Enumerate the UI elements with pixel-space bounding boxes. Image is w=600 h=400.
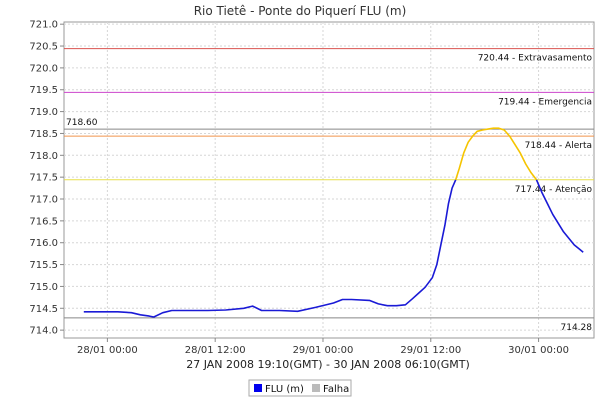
legend-swatch [312, 384, 320, 392]
series-line [83, 179, 457, 318]
legend: FLU (m) Falha [248, 379, 352, 397]
legend-label: FLU (m) [265, 384, 304, 395]
x-axis-label: 27 JAN 2008 19:10(GMT) - 30 JAN 2008 06:… [186, 358, 470, 371]
y-tick-label: 717.0 [29, 195, 58, 206]
y-tick-label: 719.0 [29, 107, 58, 118]
threshold-label: 718.60 [66, 118, 98, 128]
y-tick-label: 718.5 [29, 129, 58, 140]
threshold-label: 719.44 - Emergencia [498, 97, 592, 107]
y-tick-label: 715.5 [29, 260, 58, 271]
y-tick-label: 719.5 [29, 85, 58, 96]
x-tick-label: 28/01 00:00 [77, 345, 138, 356]
x-tick-label: 30/01 00:00 [508, 345, 569, 356]
legend-box [248, 379, 352, 397]
y-tick-label: 720.5 [29, 42, 58, 53]
y-tick-label: 720.0 [29, 63, 58, 74]
threshold-lines: 720.44 - Extravasamento 719.44 - Emergenc… [64, 48, 594, 333]
x-tick-label: 29/01 00:00 [293, 345, 354, 356]
chart-title: Rio Tietê - Ponte do Piquerí FLU (m) [194, 4, 407, 18]
x-axis-ticks: 28/01 00:00 28/01 12:00 29/01 00:00 29/01 1… [77, 338, 569, 356]
threshold-label: 718.44 - Alerta [525, 141, 592, 151]
y-tick-label: 716.5 [29, 216, 58, 227]
series-line [535, 179, 584, 253]
x-tick-label: 28/01 12:00 [185, 345, 246, 356]
y-axis-ticks: 714.0 714.5 715.0 715.5 716.0 716.5 717.0 717.5… [29, 20, 64, 337]
legend-swatch [254, 384, 262, 392]
threshold-label: 717.44 - Atenção [515, 185, 593, 195]
y-tick-label: 715.0 [29, 282, 58, 293]
data-series [83, 127, 584, 318]
threshold-label: 714.28 [561, 323, 593, 333]
y-tick-label: 721.0 [29, 20, 58, 31]
legend-label: Falha [323, 384, 349, 395]
y-tick-label: 714.0 [29, 326, 58, 337]
y-tick-label: 714.5 [29, 304, 58, 315]
y-tick-label: 717.5 [29, 173, 58, 184]
y-tick-label: 716.0 [29, 238, 58, 249]
threshold-label: 720.44 - Extravasamento [478, 54, 593, 64]
series-line [454, 127, 538, 181]
x-tick-label: 29/01 12:00 [400, 345, 461, 356]
y-tick-label: 718.0 [29, 151, 58, 162]
